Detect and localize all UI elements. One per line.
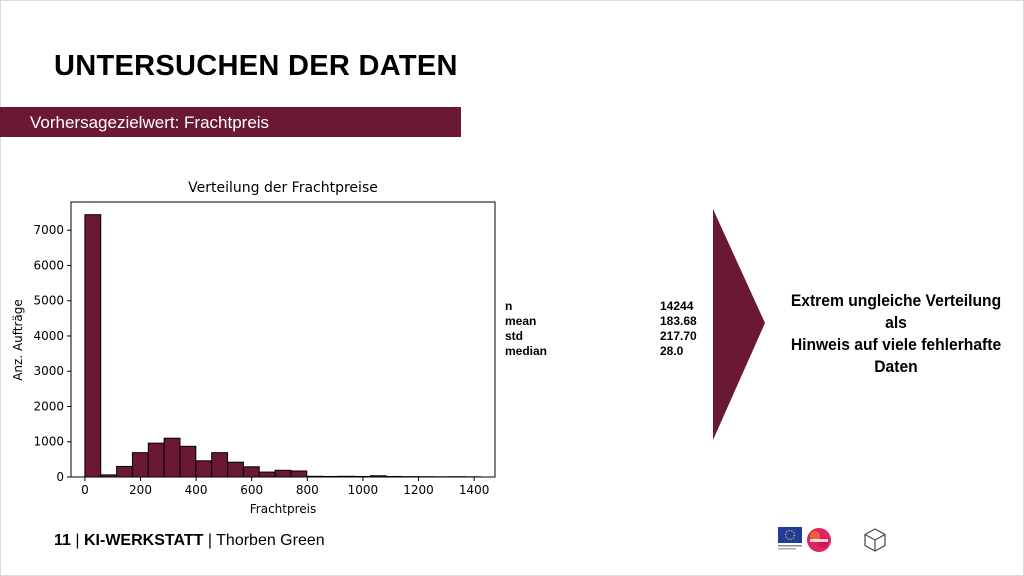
banner-text: Vorhersagezielwert: Frachtpreis [30,113,270,132]
histogram-bar [84,214,102,478]
x-axis: 0 200 400 600 800 1000 1200 1400 [81,477,489,497]
conclusion-line-3: Daten [874,357,918,376]
eu-flag-icon [778,527,802,550]
cube-logo-icon [864,528,886,552]
footer-separator: | [75,532,84,549]
histogram-bar [195,460,213,478]
x-tick-label: 200 [129,483,152,497]
stat-label: mean [505,314,537,328]
stat-row-std: std 217.70 [505,329,715,344]
stat-label: std [505,329,523,343]
y-tick-label: 4000 [33,329,64,343]
histogram-bar [147,442,165,478]
y-axis: 0 1000 2000 3000 4000 5000 6000 7000 [33,223,71,484]
partner-logo-icon [807,528,831,552]
stat-value: 28.0 [660,344,684,358]
stats-table: n 14244 mean 183.68 std 217.70 median 28… [505,299,715,359]
x-axis-label: Frachtpreis [250,502,316,516]
stat-value: 217.70 [660,329,697,343]
bars-layer [84,214,482,478]
x-tick-label: 0 [81,483,89,497]
x-tick-label: 400 [185,483,208,497]
histogram-chart: Verteilung der Frachtpreise 0 200 400 600 80… [11,180,496,516]
project-name: KI-WERKSTATT [83,532,204,549]
histogram-bar [211,452,229,478]
stat-value: 183.68 [660,314,697,328]
section-banner: Vorhersagezielwert: Frachtpreis [0,107,461,137]
histogram-bar [290,470,308,478]
stat-label: median [505,344,548,358]
y-axis-label: Anz. Aufträge [11,299,25,381]
y-tick-label: 1000 [33,435,64,449]
conclusion-line-1: Extrem ungleiche Verteilung als [790,291,1002,332]
histogram-bar [179,445,197,478]
conclusion-text: Extrem ungleiche Verteilung als Hinweis … [780,290,1012,378]
stat-row-n: n 14244 [505,299,715,314]
stat-value: 14244 [660,299,694,313]
x-tick-label: 800 [296,483,319,497]
plot-frame [70,201,496,478]
stat-row-median: median 28.0 [505,344,715,359]
y-tick-label: 5000 [33,294,64,308]
stat-row-mean: mean 183.68 [505,314,715,329]
x-tick-label: 1400 [459,483,490,497]
footer: 11 | KI-WERKSTATT | Thorben Green [54,532,325,550]
y-tick-label: 2000 [33,399,64,413]
stat-label: n [505,299,513,313]
y-tick-label: 3000 [33,364,64,378]
histogram-bar [116,465,133,478]
x-tick-label: 1200 [403,483,434,497]
histogram-bar [227,461,244,478]
histogram-bar [131,452,149,478]
arrow-icon [713,209,765,440]
x-tick-label: 600 [240,483,263,497]
conclusion-line-2: Hinweis auf viele fehlerhafte [790,335,1002,354]
y-tick-label: 7000 [33,223,64,237]
footer-separator: | [207,532,217,549]
histogram-bar [163,437,181,478]
author-name: Thorben Green [216,532,325,549]
y-tick-label: 0 [56,470,64,484]
histogram-bar [274,469,292,478]
histogram-bar [242,466,260,478]
chart-title: Verteilung der Frachtpreise [188,180,378,196]
y-tick-label: 6000 [33,258,64,272]
x-tick-label: 1000 [348,483,379,497]
histogram-bar [258,471,276,478]
slide-title: UNTERSUCHEN DER DATEN [54,50,458,82]
page-number: 11 [54,532,71,549]
